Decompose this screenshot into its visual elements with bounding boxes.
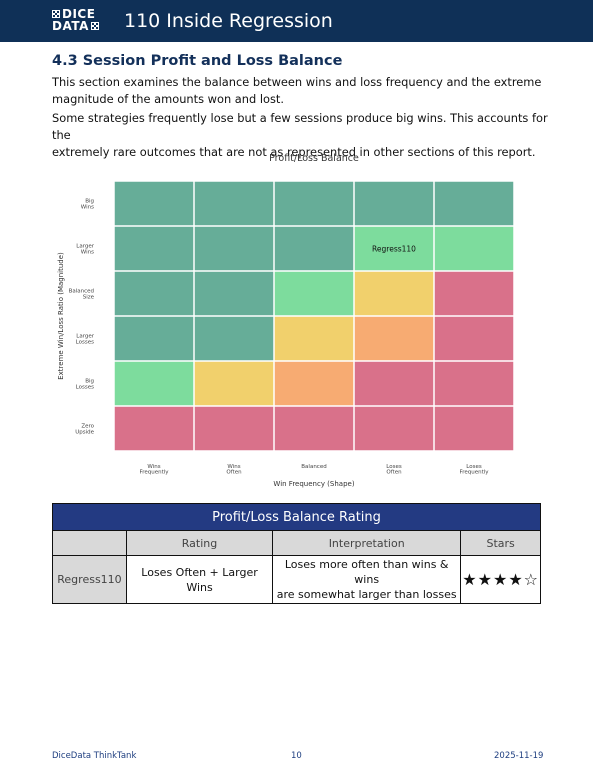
heatmap-cell-r4-c2 xyxy=(274,361,354,406)
chart-title: Profit/Loss Balance xyxy=(269,153,359,164)
row-tick-label: Big Wins xyxy=(81,198,94,210)
footer-page-number: 10 xyxy=(291,751,302,761)
chart-ylabel: Extreme Win/Loss Ratio (Magnitude) xyxy=(57,252,65,380)
table-header-rating: Rating xyxy=(125,530,274,556)
heatmap-cell-r2-c4 xyxy=(434,271,514,316)
heatmap-cell-r0-c1 xyxy=(194,181,274,226)
column-tick-label: Balanced xyxy=(301,464,326,470)
heatmap-cell-r3-c4 xyxy=(434,316,514,361)
table-header-stars: Stars xyxy=(460,530,541,556)
column-tick-label: Loses Frequently xyxy=(459,464,489,476)
heatmap-cell-r5-c2 xyxy=(274,406,354,451)
rating-table: Profit/Loss Balance Rating Rating Interp… xyxy=(52,503,541,604)
heatmap-cell-r5-c4 xyxy=(434,406,514,451)
row-tick-label: Balanced Size xyxy=(69,288,95,300)
para1-line1: This section examines the balance betwee… xyxy=(52,75,542,89)
heatmap-cell-r4-c0 xyxy=(114,361,194,406)
heatmap-cell-r5-c1 xyxy=(194,406,274,451)
heatmap-cell-r1-c0 xyxy=(114,226,194,271)
para1-line2: magnitude of the amounts won and lost. xyxy=(52,92,284,106)
para2-line2: extremely rare outcomes that are not as … xyxy=(52,145,536,159)
footer-date: 2025-11-19 xyxy=(494,751,544,761)
heatmap-cell-r2-c1 xyxy=(194,271,274,316)
die-icon xyxy=(52,10,60,18)
interpretation-line2: are somewhat larger than losses xyxy=(276,588,457,601)
row-tick-label: Zero Upside xyxy=(75,423,94,435)
row-tick-label: Larger Wins xyxy=(76,243,94,255)
column-tick-label: Wins Frequently xyxy=(139,464,169,476)
table-header-interpretation: Interpretation xyxy=(272,530,462,556)
heatmap-cell-r1-c2 xyxy=(274,226,354,271)
heatmap-cell-r3-c2 xyxy=(274,316,354,361)
intro-paragraph: This section examines the balance betwee… xyxy=(52,74,552,108)
profit-loss-heatmap: Profit/Loss Balance Win Frequency (Shape… xyxy=(57,153,514,488)
logo-text-line2: DATA xyxy=(52,19,89,33)
heatmap-cell-r4-c3 xyxy=(354,361,434,406)
footer-left: DiceData ThinkTank xyxy=(52,751,137,761)
heatmap-cell-r3-c3 xyxy=(354,316,434,361)
column-tick-label: Wins Often xyxy=(226,464,242,476)
row-tick-label: Big Losses xyxy=(76,378,94,390)
row-tick-label: Larger Losses xyxy=(76,333,95,345)
heatmap-cell-r1-c3 xyxy=(354,226,434,271)
logo-text-line1: DICE xyxy=(62,7,96,21)
detail-paragraph: Some strategies frequently lose but a fe… xyxy=(52,110,552,161)
interpretation-cell: Loses more often than wins & wins are so… xyxy=(272,555,462,604)
heatmap-cell-r4-c1 xyxy=(194,361,274,406)
die-icon xyxy=(90,22,99,30)
heatmap-cell-r0-c2 xyxy=(274,181,354,226)
strategy-marker-label: Regress110 xyxy=(372,245,416,254)
heatmap-cell-r0-c0 xyxy=(114,181,194,226)
heatmap-cell-r3-c0 xyxy=(114,316,194,361)
heatmap-cell-r1-c1 xyxy=(194,226,274,271)
dicedata-logo: DICE DATA xyxy=(52,8,102,32)
page-header: DICE DATA 110 Inside Regression xyxy=(0,0,593,42)
column-tick-label: Loses Often xyxy=(386,464,402,476)
heatmap-cell-r4-c4 xyxy=(434,361,514,406)
section-title: 4.3 Session Profit and Loss Balance xyxy=(52,53,343,69)
rating-cell: Loses Often + Larger Wins xyxy=(125,555,274,604)
table-title: Profit/Loss Balance Rating xyxy=(52,503,541,531)
heatmap-cell-r3-c1 xyxy=(194,316,274,361)
document-title: 110 Inside Regression xyxy=(124,10,333,32)
row-label: Regress110 xyxy=(52,555,127,604)
table-header-blank xyxy=(52,530,127,556)
heatmap-cell-r2-c3 xyxy=(354,271,434,316)
table-row: Regress110 Loses Often + Larger Wins Los… xyxy=(52,555,541,604)
heatmap-cell-r0-c4 xyxy=(434,181,514,226)
heatmap-cell-r2-c2 xyxy=(274,271,354,316)
heatmap-cell-r1-c4 xyxy=(434,226,514,271)
chart-xlabel: Win Frequency (Shape) xyxy=(273,480,354,488)
heatmap-cell-r2-c0 xyxy=(114,271,194,316)
heatmap-cell-r5-c0 xyxy=(114,406,194,451)
para2-line1: Some strategies frequently lose but a fe… xyxy=(52,111,548,142)
interpretation-line1: Loses more often than wins & wins xyxy=(284,558,449,586)
heatmap-cell-r0-c3 xyxy=(354,181,434,226)
heatmap-cell-r5-c3 xyxy=(354,406,434,451)
stars-rating: ★★★★☆ xyxy=(460,555,541,604)
